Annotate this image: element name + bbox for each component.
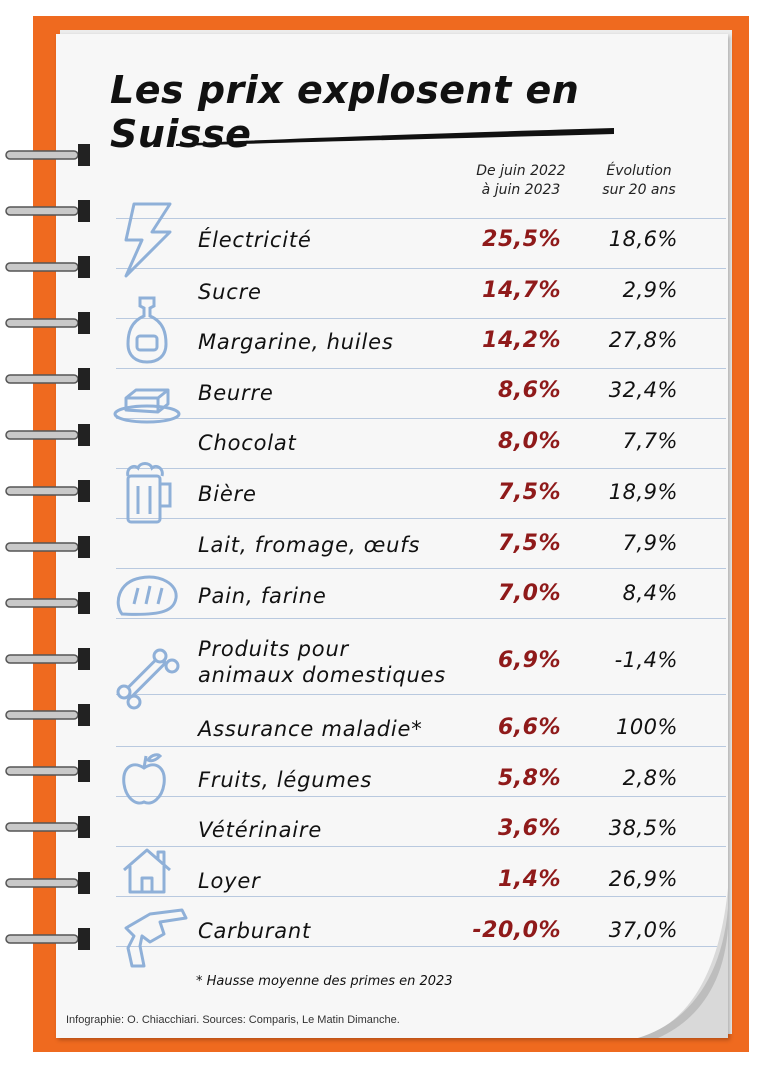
- rule-line: [116, 418, 726, 419]
- row-yoy-value: 7,0%: [497, 581, 561, 606]
- row-label: Loyer: [198, 869, 261, 893]
- credit-line: Infographie: O. Chiacchiari. Sources: Co…: [66, 1014, 400, 1026]
- row-twenty-value: 38,5%: [608, 816, 678, 840]
- row-label: Lait, fromage, œufs: [198, 533, 421, 557]
- row-yoy-value: 3,6%: [497, 816, 561, 841]
- beer-mug-icon: [120, 460, 174, 526]
- rule-line: [116, 746, 726, 747]
- column-header-yoy-line1: De juin 2022: [476, 163, 566, 179]
- spiral-ring: [5, 928, 90, 950]
- column-header-twenty: Évolution sur 20 ans: [584, 162, 694, 200]
- row-twenty-value: 7,7%: [622, 429, 678, 453]
- brush-underline: [176, 128, 614, 146]
- row-yoy-value: 5,8%: [497, 766, 561, 791]
- notepad-sheet: Les prix explosent en Suisse De juin 202…: [56, 34, 728, 1038]
- row-label: Fruits, légumes: [198, 768, 373, 792]
- spiral-ring: [5, 256, 90, 278]
- row-twenty-value: 32,4%: [608, 378, 678, 402]
- row-yoy-value: -20,0%: [472, 918, 561, 943]
- spiral-ring: [5, 480, 90, 502]
- row-twenty-value: 100%: [615, 715, 678, 739]
- row-twenty-value: 18,9%: [608, 480, 678, 504]
- rule-line: [116, 318, 726, 319]
- spiral-ring: [5, 536, 90, 558]
- column-header-yoy: De juin 2022 à juin 2023: [456, 162, 586, 200]
- row-yoy-value: 25,5%: [482, 227, 561, 252]
- rule-line: [116, 618, 726, 619]
- bread-icon: [114, 574, 180, 620]
- row-twenty-value: 26,9%: [608, 867, 678, 891]
- bone-icon: [116, 648, 180, 710]
- row-yoy-value: 8,0%: [497, 429, 561, 454]
- rule-line: [116, 846, 726, 847]
- row-twenty-value: 37,0%: [608, 918, 678, 942]
- rule-line: [116, 896, 726, 897]
- column-header-yoy-line2: à juin 2023: [481, 182, 561, 198]
- row-yoy-value: 14,2%: [482, 328, 561, 353]
- rule-line: [116, 946, 726, 947]
- row-twenty-value: -1,4%: [614, 648, 678, 672]
- oil-bottle-icon: [124, 294, 170, 364]
- row-label: Pain, farine: [198, 584, 327, 608]
- rule-line: [116, 218, 726, 219]
- spiral-ring: [5, 200, 90, 222]
- spiral-ring: [5, 592, 90, 614]
- row-twenty-value: 2,8%: [622, 766, 678, 790]
- column-header-twenty-line2: sur 20 ans: [602, 182, 676, 198]
- row-twenty-value: 27,8%: [608, 328, 678, 352]
- row-twenty-value: 2,9%: [622, 278, 678, 302]
- house-icon: [120, 846, 174, 896]
- row-yoy-value: 1,4%: [497, 867, 561, 892]
- row-label-line2: animaux domestiques: [198, 663, 447, 687]
- spiral-ring: [5, 872, 90, 894]
- row-label: Margarine, huiles: [198, 330, 394, 354]
- row-label: Sucre: [198, 280, 262, 304]
- rule-line: [116, 568, 726, 569]
- row-twenty-value: 8,4%: [622, 581, 678, 605]
- spiral-ring: [5, 144, 90, 166]
- spiral-ring: [5, 648, 90, 670]
- spiral-ring: [5, 312, 90, 334]
- column-header-twenty-line1: Évolution: [606, 163, 672, 179]
- rule-line: [116, 518, 726, 519]
- row-label: Chocolat: [198, 431, 297, 455]
- row-label-line1: Produits pour: [198, 637, 349, 661]
- row-yoy-value: 8,6%: [497, 378, 561, 403]
- spiral-ring: [5, 760, 90, 782]
- row-label: Électricité: [198, 228, 312, 252]
- fuel-nozzle-icon: [120, 906, 190, 970]
- lightning-icon: [120, 202, 176, 278]
- row-twenty-value: 7,9%: [622, 531, 678, 555]
- row-label: Carburant: [198, 919, 312, 943]
- row-yoy-value: 7,5%: [497, 531, 561, 556]
- page-curl: [638, 888, 728, 1038]
- butter-dish-icon: [112, 384, 182, 424]
- rule-line: [116, 694, 726, 695]
- row-yoy-value: 14,7%: [482, 278, 561, 303]
- rule-line: [116, 268, 726, 269]
- row-twenty-value: 18,6%: [608, 227, 678, 251]
- rule-line: [116, 796, 726, 797]
- row-yoy-value: 7,5%: [497, 480, 561, 505]
- row-yoy-value: 6,6%: [497, 715, 561, 740]
- row-label-multiline: Produits pour animaux domestiques: [198, 636, 446, 688]
- spiral-ring: [5, 424, 90, 446]
- page-title: Les prix explosent en Suisse: [110, 68, 580, 156]
- rule-line: [116, 368, 726, 369]
- apple-icon: [120, 752, 168, 808]
- rule-line: [116, 468, 726, 469]
- footnote: * Hausse moyenne des primes en 2023: [196, 974, 453, 989]
- row-label: Bière: [198, 482, 257, 506]
- row-label: Beurre: [198, 381, 274, 405]
- spiral-ring: [5, 816, 90, 838]
- spiral-ring: [5, 704, 90, 726]
- spiral-ring: [5, 368, 90, 390]
- row-label: Vétérinaire: [198, 818, 323, 842]
- row-label: Assurance maladie*: [198, 717, 423, 741]
- row-yoy-value: 6,9%: [497, 648, 561, 673]
